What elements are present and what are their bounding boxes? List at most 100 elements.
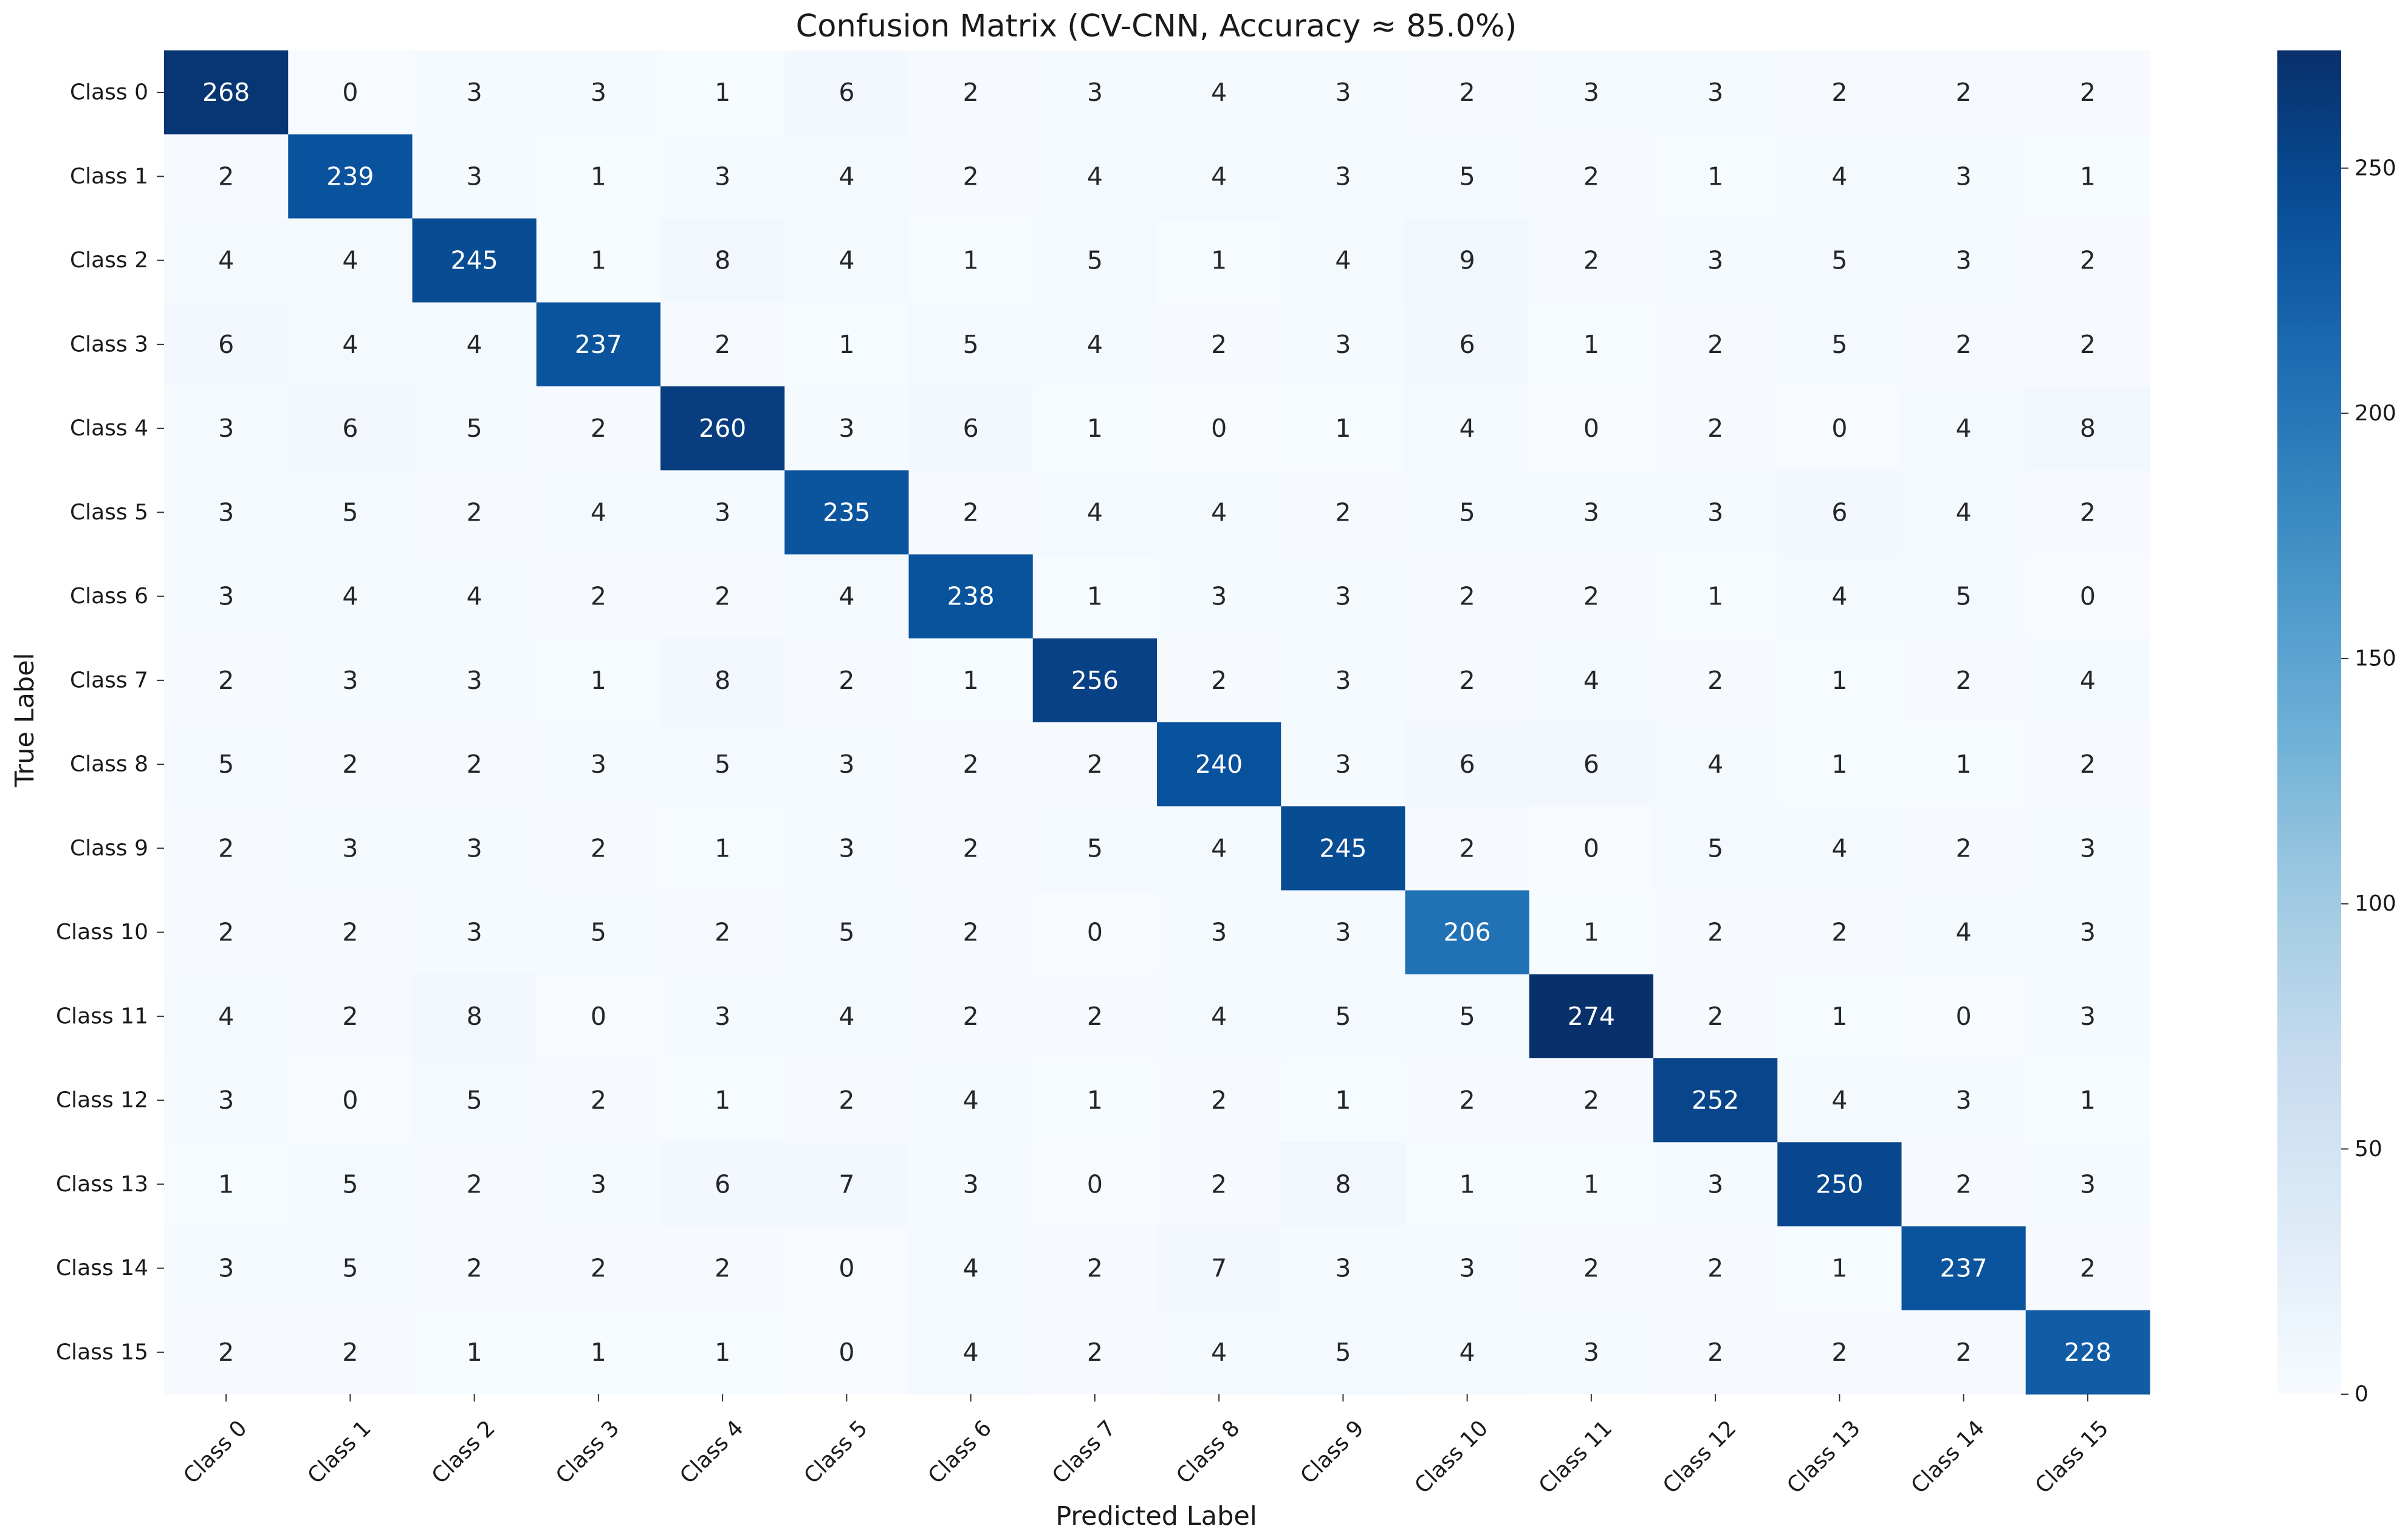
heatmap-cell: [1405, 50, 1530, 135]
heatmap-cell: [1529, 134, 1654, 219]
heatmap-cell: [1901, 638, 2026, 723]
heatmap-cell: [1032, 974, 1158, 1059]
cell-value-label: 3: [218, 1086, 234, 1115]
cell-value-label: 4: [1211, 833, 1227, 863]
cell-value-label: 6: [1831, 498, 1847, 527]
x-tick-label: Class 6: [924, 1415, 996, 1488]
heatmap-cell: [1901, 50, 2026, 135]
cell-value-label: 8: [715, 246, 730, 275]
heatmap-cell: [1281, 386, 1405, 471]
heatmap-cell: [412, 638, 537, 723]
cell-value-label: 5: [1460, 498, 1475, 527]
heatmap-cell: [288, 1226, 413, 1311]
cell-value-label: 1: [1583, 330, 1599, 359]
cell-value-label: 2: [1707, 414, 1723, 443]
heatmap-cell: [784, 638, 909, 723]
cell-value-label: 2: [1211, 1169, 1227, 1199]
heatmap-cell: [1281, 134, 1405, 219]
cell-value-label: 5: [1335, 1338, 1351, 1367]
heatmap-cell: [1777, 302, 1902, 387]
heatmap-cell: [1529, 1142, 1654, 1227]
cell-value-label: 3: [467, 78, 482, 107]
heatmap-cell: [784, 134, 909, 219]
heatmap-cell: [412, 50, 537, 135]
y-tick-label: Class 6: [70, 584, 148, 609]
heatmap-cell: [2025, 974, 2150, 1059]
cell-value-label: 4: [342, 246, 358, 275]
cell-value-label: 2: [1087, 1254, 1103, 1283]
heatmap-cell: [288, 890, 413, 975]
heatmap-cell: [536, 470, 661, 555]
cell-value-label: 3: [715, 498, 730, 527]
cell-value-label: 1: [1335, 414, 1351, 443]
cell-value-label: 1: [839, 330, 854, 359]
x-tick-label: Class 5: [800, 1415, 873, 1488]
cell-value-label: 4: [839, 1002, 854, 1031]
colorbar-gradient: [2277, 50, 2341, 1394]
cell-value-label: 5: [1087, 246, 1103, 275]
heatmap-cell: [1157, 1226, 1281, 1311]
cell-value-label: 4: [591, 498, 606, 527]
heatmap-cell: [1405, 470, 1530, 555]
heatmap-cell: [1529, 1310, 1654, 1395]
heatmap-cell: [660, 1058, 785, 1143]
cell-value-label: 1: [1707, 582, 1723, 611]
heatmap-cell: [1529, 554, 1654, 639]
heatmap-cell: [536, 806, 661, 891]
cell-value-label: 3: [839, 414, 854, 443]
cell-value-label: 256: [1071, 666, 1119, 695]
heatmap-cell: [1405, 1058, 1530, 1143]
cell-value-label: 2: [591, 833, 606, 863]
heatmap-cell: [1032, 1226, 1158, 1311]
cell-value-label: 2: [342, 918, 358, 947]
cell-value-label: 2: [218, 833, 234, 863]
cell-value-label: 0: [591, 1002, 606, 1031]
cell-value-label: 2: [1583, 1254, 1599, 1283]
heatmap-cell: [660, 386, 785, 471]
cell-value-label: 3: [715, 162, 730, 191]
cell-value-label: 2: [715, 918, 730, 947]
cell-value-label: 2: [218, 162, 234, 191]
heatmap-cell: [412, 1226, 537, 1311]
cell-value-label: 2: [715, 1254, 730, 1283]
cell-value-label: 6: [1583, 750, 1599, 779]
heatmap-cell: [1901, 722, 2026, 807]
cell-value-label: 3: [467, 833, 482, 863]
heatmap-cell: [1281, 1310, 1405, 1395]
cell-value-label: 1: [591, 246, 606, 275]
cell-value-label: 260: [699, 414, 746, 443]
cell-value-label: 2: [1211, 1086, 1227, 1115]
cell-value-label: 239: [326, 162, 374, 191]
cell-value-label: 6: [218, 330, 234, 359]
cell-value-label: 3: [1583, 78, 1599, 107]
cell-value-label: 0: [2080, 582, 2096, 611]
cell-value-label: 4: [2080, 666, 2096, 695]
cell-value-label: 1: [1831, 666, 1847, 695]
cell-value-label: 2: [1087, 750, 1103, 779]
cell-value-label: 3: [1956, 1086, 1972, 1115]
heatmap-cell: [1281, 1058, 1405, 1143]
cell-value-label: 2: [1956, 666, 1972, 695]
heatmap-cell: [1157, 1058, 1281, 1143]
heatmap-cell: [412, 134, 537, 219]
heatmap-cell: [1281, 722, 1405, 807]
heatmap-cell: [1032, 1058, 1158, 1143]
y-tick-label: Class 15: [56, 1340, 148, 1364]
heatmap-cell: [1405, 890, 1530, 975]
heatmap-cell: [1281, 218, 1405, 303]
heatmap-cell: [1901, 386, 2026, 471]
x-tick-label: Class 13: [1782, 1415, 1865, 1498]
cell-value-label: 3: [1335, 750, 1351, 779]
heatmap-cell: [164, 1058, 289, 1143]
heatmap-cell: [660, 1226, 785, 1311]
cell-value-label: 3: [1211, 582, 1227, 611]
cell-value-label: 3: [591, 1169, 606, 1199]
cell-value-label: 3: [2080, 1169, 2096, 1199]
cell-value-label: 5: [342, 498, 358, 527]
heatmap-cell: [1901, 134, 2026, 219]
cell-value-label: 2: [1583, 582, 1599, 611]
heatmap-cell: [1157, 806, 1281, 891]
y-tick-label: Class 1: [70, 164, 148, 189]
cell-value-label: 2: [467, 750, 482, 779]
heatmap-cell: [660, 806, 785, 891]
